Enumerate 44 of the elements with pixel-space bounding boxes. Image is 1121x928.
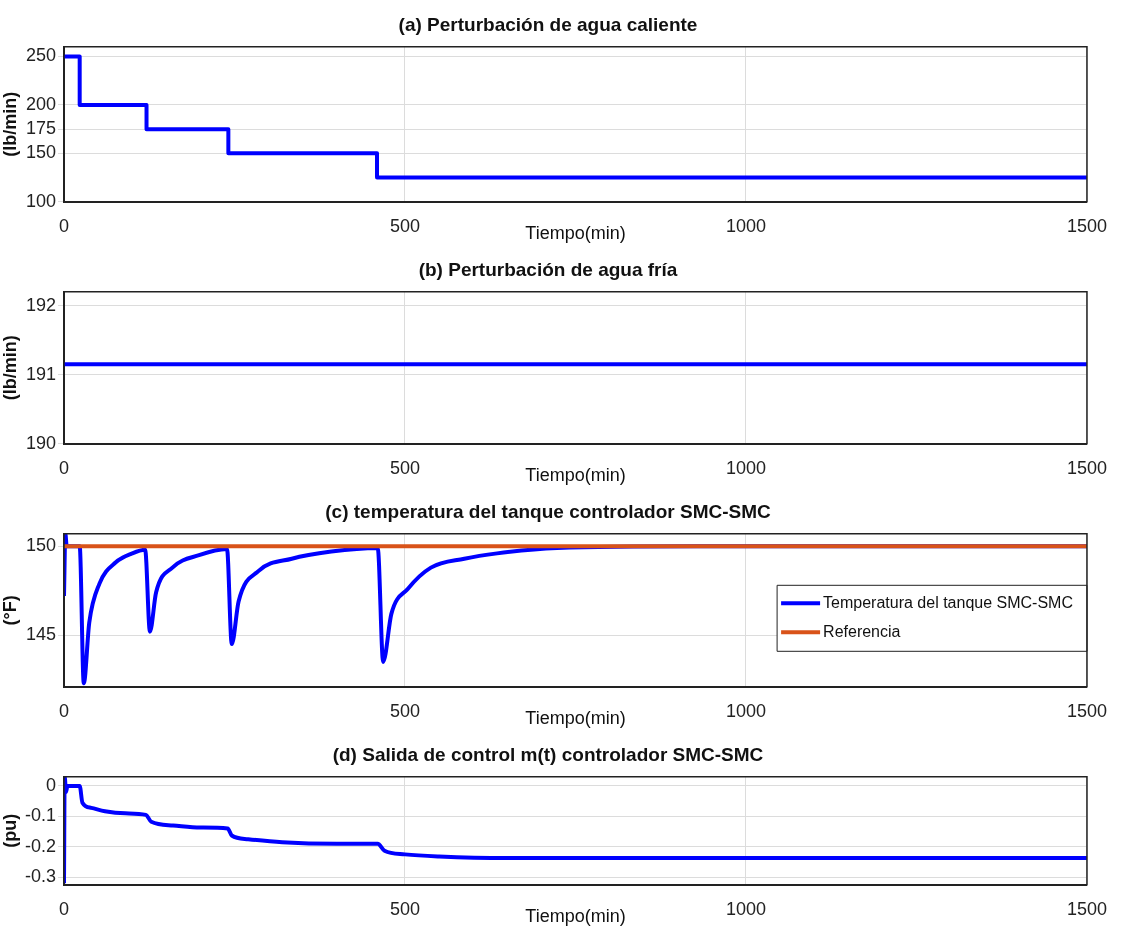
x-tick-label: 1500 [1066, 898, 1107, 919]
y-axis-title: (pu) [0, 813, 20, 848]
x-axis-title: Tiempo(min) [525, 906, 626, 927]
y-axis-title: (lb/min) [0, 335, 20, 401]
x-tick-label: 0 [58, 700, 70, 721]
x-tick-label: 1000 [725, 215, 767, 236]
x-tick-label: 1000 [725, 457, 767, 478]
y-tick-label: -0.1 [24, 805, 56, 826]
x-tick-label: 1000 [725, 898, 767, 919]
y-tick-label: 150 [25, 535, 56, 556]
y-tick-label: 191 [25, 363, 56, 384]
x-tick-label: 1500 [1066, 215, 1107, 236]
x-tick-label: 500 [389, 700, 421, 721]
y-axis-title: (°F) [0, 595, 20, 626]
y-tick-label: 150 [25, 142, 56, 163]
chart-title: (a) Perturbación de agua caliente [398, 13, 698, 35]
x-tick-label: 500 [389, 457, 421, 478]
x-tick-label: 0 [58, 215, 70, 236]
chart-title: (d) Salida de control m(t) controlador SMC-SMC [332, 743, 764, 765]
y-tick-label: 0 [45, 774, 56, 795]
y-tick-label: 175 [25, 118, 56, 139]
y-tick-label: -0.2 [24, 835, 56, 856]
y-axis-title: (lb/min) [0, 91, 20, 157]
y-tick-label: 250 [25, 45, 56, 66]
y-tick-label: 192 [25, 294, 56, 315]
x-axis-title: Tiempo(min) [525, 465, 626, 486]
legend-label: Temperatura del tanque SMC-SMC [823, 593, 1073, 611]
y-tick-label: 100 [25, 190, 56, 211]
legend-label: Referencia [823, 622, 901, 640]
x-axis-title: Tiempo(min) [525, 223, 626, 244]
x-tick-label: 0 [58, 457, 70, 478]
x-tick-label: 1000 [725, 700, 767, 721]
y-tick-label: 200 [25, 93, 56, 114]
x-tick-label: 0 [58, 898, 70, 919]
x-axis-title: Tiempo(min) [525, 708, 626, 729]
chart-title: (b) Perturbación de agua fría [418, 258, 678, 280]
x-tick-label: 1500 [1066, 457, 1107, 478]
chart-title: (c) temperatura del tanque controlador SMC-SMC [325, 500, 772, 522]
y-tick-label: -0.3 [24, 866, 56, 887]
y-tick-label: 145 [25, 624, 56, 645]
x-tick-label: 500 [389, 215, 421, 236]
x-tick-label: 500 [389, 898, 421, 919]
x-tick-label: 1500 [1066, 700, 1107, 721]
y-tick-label: 190 [25, 432, 56, 453]
